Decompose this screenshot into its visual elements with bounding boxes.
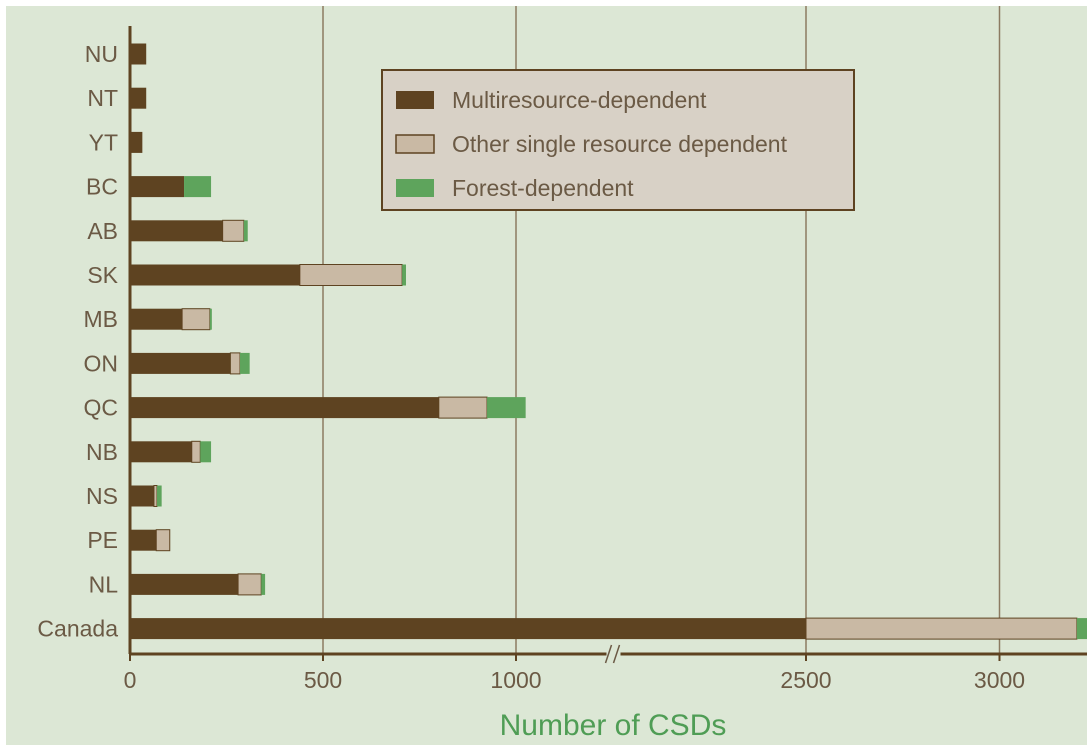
bar-segment (438, 396, 488, 419)
legend-swatch (395, 134, 435, 154)
bar-segment (130, 618, 806, 640)
bar-segment (243, 220, 248, 242)
y-tick-label: QC (84, 395, 119, 421)
y-tick-label: BC (86, 174, 118, 200)
bar-segment (237, 573, 262, 596)
legend-swatch (396, 179, 434, 197)
bar-segment (130, 308, 183, 330)
bar-segment (130, 352, 231, 374)
y-tick-label: YT (89, 129, 118, 155)
x-tick-label: 2500 (780, 667, 831, 693)
bar-segment (299, 264, 403, 286)
bar-segment (200, 441, 212, 463)
y-tick-label: NL (89, 571, 119, 597)
bar-segment (402, 264, 406, 286)
bar-segment (130, 485, 154, 507)
bar-segment (130, 176, 185, 198)
axes: 0 500 1000 2500 3000 NU NT YT BC AB SK MB ON QC NB NS PE… (37, 26, 1087, 693)
x-tick-label: 1000 (490, 667, 541, 693)
bar-segment (155, 529, 171, 552)
x-tick-label: 3000 (974, 667, 1025, 693)
y-tick-label: SK (87, 262, 118, 288)
resource-dependent-csd-chart: 0 500 1000 2500 3000 NU NT YT BC AB SK MB ON QC NB NS PE… (6, 6, 1087, 745)
bar-segment (181, 308, 211, 331)
y-tick-label: Canada (37, 616, 118, 642)
y-tick-label: NB (86, 439, 118, 465)
y-tick-label: NU (85, 41, 118, 67)
bar-segment (1076, 618, 1087, 640)
legend: Multiresource-dependent Other single reso… (381, 69, 855, 211)
bar-segment (191, 440, 201, 463)
bar-segment (130, 397, 439, 419)
bar-segment (153, 485, 158, 507)
bar-segment (130, 131, 143, 153)
axis-break-mark (612, 644, 621, 664)
bar-segment (805, 617, 1078, 640)
x-tick-label: 500 (304, 667, 342, 693)
bars (130, 43, 1087, 640)
bar-segment (222, 219, 245, 242)
bar-segment (130, 529, 157, 551)
bar-segment (130, 220, 223, 242)
bar-segment (130, 87, 147, 109)
bar-segment (487, 397, 526, 419)
legend-label: Other single resource dependent (452, 131, 788, 157)
bar-segment (130, 43, 147, 65)
y-tick-label: AB (87, 218, 118, 244)
bar-segment (229, 352, 241, 375)
y-tick-label: PE (87, 527, 118, 553)
y-tick-label: MB (84, 306, 119, 332)
bar-segment (130, 573, 239, 595)
y-tick-label: NT (87, 85, 118, 111)
bar-segment (130, 264, 300, 286)
x-axis-label: Number of CSDs (500, 709, 727, 742)
y-tick-label: ON (84, 350, 119, 376)
bar-segment (240, 352, 250, 374)
bar-segment (184, 176, 212, 198)
chart-container: 0 500 1000 2500 3000 NU NT YT BC AB SK MB ON QC NB NS PE… (6, 6, 1087, 745)
bar-segment (130, 441, 192, 463)
legend-box (381, 69, 855, 211)
legend-label: Multiresource-dependent (452, 87, 707, 113)
bar-segment (261, 573, 266, 595)
x-tick-label: 0 (124, 667, 137, 693)
bar-segment (157, 485, 162, 507)
legend-swatch (396, 91, 434, 109)
y-tick-label: NS (86, 483, 118, 509)
axis-break-mark (604, 644, 613, 664)
bar-segment (209, 308, 212, 330)
legend-label: Forest-dependent (452, 175, 634, 201)
